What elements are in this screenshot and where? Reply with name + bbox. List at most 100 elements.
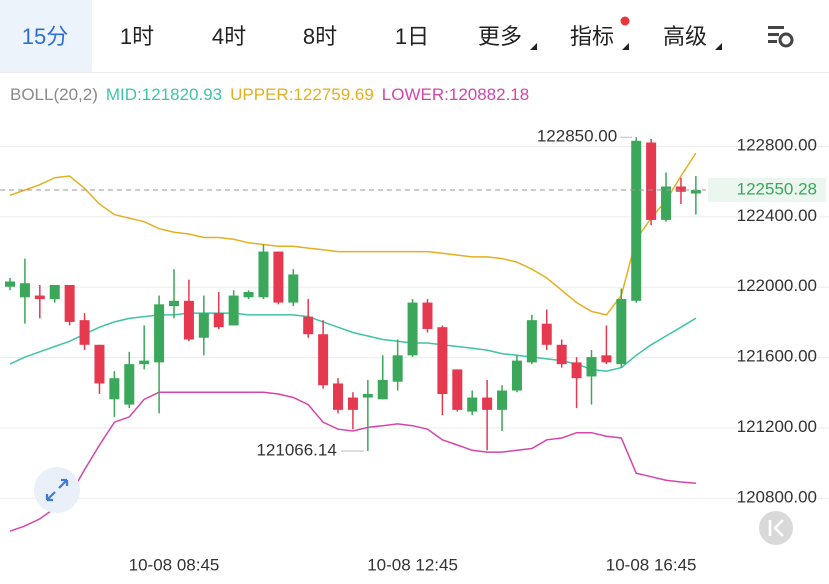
plot: 122800.00 122400.00 122000.00 121600.00 1212… <box>0 127 829 574</box>
legend-entry: UPPER:122759.69 <box>230 85 374 104</box>
candle-body <box>690 189 701 194</box>
y-tick-label: 120800.00 <box>737 487 817 506</box>
candle-body <box>258 251 269 298</box>
candle-body <box>213 313 224 328</box>
candle-body <box>19 283 30 298</box>
candle-body <box>49 284 60 300</box>
candle-body <box>124 364 135 405</box>
y-tick-label: 122400.00 <box>737 206 817 225</box>
candle-body <box>675 186 686 192</box>
candle-body <box>288 274 299 303</box>
y-tick-label: 121600.00 <box>737 347 817 366</box>
tab-label: 更多 <box>478 24 522 49</box>
tab[interactable]: 1日 <box>395 24 429 49</box>
icon-bar <box>768 33 779 36</box>
candle-body <box>556 344 567 365</box>
candle-body <box>5 281 15 287</box>
settings-icon[interactable] <box>768 26 794 48</box>
expand-icon <box>45 478 69 502</box>
candle-body <box>34 295 45 300</box>
candle-body <box>198 313 209 338</box>
candle-body <box>571 362 582 379</box>
candle-body <box>467 397 478 412</box>
candle-body <box>377 379 388 400</box>
icon-bar <box>768 40 777 43</box>
tab-label: 4时 <box>212 24 246 49</box>
candle-body <box>616 299 627 365</box>
legend-entry: LOWER:120882.18 <box>382 85 529 104</box>
candle-body <box>422 302 433 329</box>
reset-button[interactable] <box>759 511 793 545</box>
dropdown-caret <box>622 43 629 50</box>
y-tick-label: 121200.00 <box>737 417 817 436</box>
candle-body <box>482 397 493 410</box>
x-tick-label: 10-08 12:45 <box>367 555 458 574</box>
last-price-bg <box>708 177 826 202</box>
candle-body <box>541 323 552 345</box>
candle-body <box>273 251 284 303</box>
dropdown-caret <box>715 43 722 50</box>
tab[interactable]: 指标 <box>570 16 630 51</box>
candle-body <box>586 357 597 377</box>
x-tick-label: 10-08 08:45 <box>129 555 220 574</box>
candle-body <box>497 390 508 410</box>
tab-bar: 15分 1时 4时 8时 1日 更多 指标 高级 <box>0 0 722 72</box>
candle-body <box>169 300 180 307</box>
tab[interactable]: 4时 <box>212 24 246 49</box>
candle-body <box>64 284 75 322</box>
candle-body <box>243 292 254 298</box>
y-tick-label: 122000.00 <box>737 276 817 295</box>
badge-dot <box>620 16 630 26</box>
tab-label: 1时 <box>120 24 154 49</box>
candle-body <box>526 320 537 363</box>
dropdown-caret <box>530 43 537 50</box>
candle-body <box>154 304 165 363</box>
button-bg <box>34 467 80 513</box>
last-price-label: 122550.28 <box>737 179 817 198</box>
candle-body <box>601 355 612 363</box>
candle-body <box>183 300 194 340</box>
tab[interactable]: 8时 <box>303 24 337 49</box>
candle-body <box>303 316 314 335</box>
tab-label: 指标 <box>570 24 614 49</box>
candle-body <box>79 320 90 345</box>
candle-body <box>139 360 150 365</box>
candle-body <box>318 334 329 386</box>
candle-body <box>333 383 344 410</box>
reset-icon <box>768 519 784 537</box>
tab-label: 高级 <box>663 24 707 49</box>
y-tick-label: 122800.00 <box>737 136 817 155</box>
tab-label: 8时 <box>303 24 337 49</box>
expand-button[interactable] <box>34 467 80 513</box>
x-tick-label: 10-08 16:45 <box>606 555 697 574</box>
tab[interactable]: 更多 <box>478 24 537 50</box>
candle-body <box>347 397 358 410</box>
boll-line <box>9 391 696 532</box>
icon-gear <box>778 32 794 48</box>
tab[interactable]: 高级 <box>663 24 722 50</box>
candle-body <box>437 327 448 395</box>
boll-line <box>9 152 697 316</box>
tab[interactable]: 1时 <box>120 24 154 49</box>
tab[interactable]: 15分 <box>0 0 92 72</box>
indicator-name: BOLL(20,2) <box>10 85 98 104</box>
candle-body <box>94 344 105 384</box>
min-label: 121066.14 <box>256 440 336 459</box>
candle-body <box>407 302 418 356</box>
indicator-legend: BOLL(20,2) MID:121820.93 UPPER:122759.69 LO… <box>10 85 529 104</box>
tab-label: 1日 <box>395 24 429 49</box>
tab-label: 15分 <box>22 24 68 49</box>
candle-body <box>661 186 672 220</box>
candle-body <box>646 142 657 220</box>
max-label: 122850.00 <box>537 127 617 146</box>
legend-entry: MID:121820.93 <box>106 85 222 104</box>
candle-body <box>109 378 120 400</box>
candle-body <box>362 394 373 398</box>
candle-body <box>228 295 239 326</box>
candle-body <box>452 369 463 410</box>
candle-body <box>511 360 522 391</box>
icon-bar <box>768 26 784 29</box>
candle-body <box>631 140 642 301</box>
